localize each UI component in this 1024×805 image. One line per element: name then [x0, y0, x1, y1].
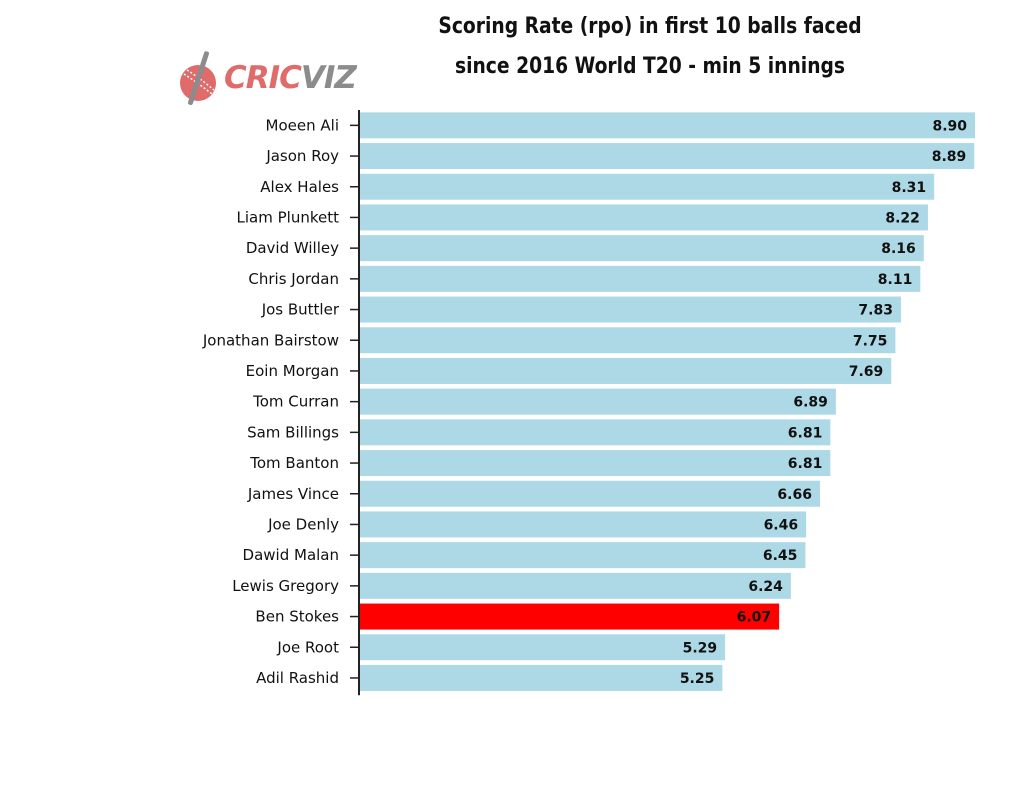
- value-label-0: 8.90: [932, 118, 967, 134]
- category-label-13: Joe Denly: [267, 515, 339, 533]
- bar-10: [359, 419, 831, 446]
- bar-8: [359, 357, 892, 384]
- value-label-15: 6.24: [748, 579, 783, 595]
- bar-9: [359, 388, 836, 415]
- bar-11: [359, 450, 831, 477]
- bar-16: [359, 603, 780, 630]
- category-label-5: Chris Jordan: [248, 270, 339, 288]
- bar-3: [359, 204, 928, 231]
- bar-17: [359, 634, 726, 661]
- chart-title-line-2: since 2016 World T20 - min 5 innings: [454, 54, 846, 79]
- value-label-2: 8.31: [892, 180, 927, 196]
- value-label-11: 6.81: [788, 456, 823, 472]
- category-label-14: Dawid Malan: [243, 546, 339, 564]
- bar-5: [359, 265, 921, 292]
- bar-15: [359, 572, 791, 599]
- value-label-9: 6.89: [793, 395, 828, 411]
- category-label-6: Jos Buttler: [261, 301, 340, 319]
- value-label-12: 6.66: [777, 487, 812, 503]
- bar-7: [359, 327, 896, 354]
- value-label-7: 7.75: [853, 333, 888, 349]
- value-label-14: 6.45: [763, 548, 798, 564]
- chart-title-line-1: Scoring Rate (rpo) in first 10 balls fac…: [438, 14, 862, 39]
- category-label-9: Tom Curran: [252, 393, 339, 411]
- bar-14: [359, 542, 806, 569]
- bar-18: [359, 664, 723, 691]
- category-label-3: Liam Plunkett: [237, 208, 340, 226]
- value-label-3: 8.22: [885, 210, 920, 226]
- value-label-8: 7.69: [849, 364, 884, 380]
- bar-13: [359, 511, 807, 538]
- bar-0: [359, 112, 975, 139]
- logo-text: CRICVIZ: [224, 60, 357, 96]
- category-label-1: Jason Roy: [265, 147, 339, 165]
- value-label-6: 7.83: [858, 303, 893, 319]
- category-label-7: Jonathan Bairstow: [202, 331, 339, 349]
- category-label-10: Sam Billings: [247, 423, 339, 441]
- category-label-0: Moeen Ali: [266, 116, 339, 134]
- bar-12: [359, 480, 820, 507]
- category-label-17: Joe Root: [276, 638, 339, 656]
- category-label-12: James Vince: [247, 485, 339, 503]
- category-label-11: Tom Banton: [249, 454, 339, 472]
- value-label-16: 6.07: [737, 610, 772, 626]
- value-label-17: 5.29: [683, 640, 718, 656]
- category-label-2: Alex Hales: [260, 178, 339, 196]
- value-label-4: 8.16: [881, 241, 916, 257]
- category-label-8: Eoin Morgan: [246, 362, 339, 380]
- category-label-16: Ben Stokes: [255, 608, 339, 626]
- cricviz-logo: CRICVIZ: [176, 50, 357, 110]
- bar-2: [359, 173, 935, 200]
- category-label-18: Adil Rashid: [256, 669, 339, 687]
- category-label-15: Lewis Gregory: [232, 577, 339, 595]
- cricket-ball-bat-icon: [180, 51, 216, 106]
- bar-4: [359, 235, 924, 262]
- value-label-10: 6.81: [788, 425, 823, 441]
- bar-1: [359, 143, 975, 170]
- logo-text-viz: VIZ: [300, 60, 357, 96]
- category-label-4: David Willey: [246, 239, 339, 257]
- value-label-13: 6.46: [764, 517, 799, 533]
- value-label-5: 8.11: [878, 272, 913, 288]
- logo-text-cric: CRIC: [224, 60, 302, 96]
- value-label-1: 8.89: [932, 149, 967, 165]
- value-label-18: 5.25: [680, 671, 715, 687]
- bar-6: [359, 296, 901, 323]
